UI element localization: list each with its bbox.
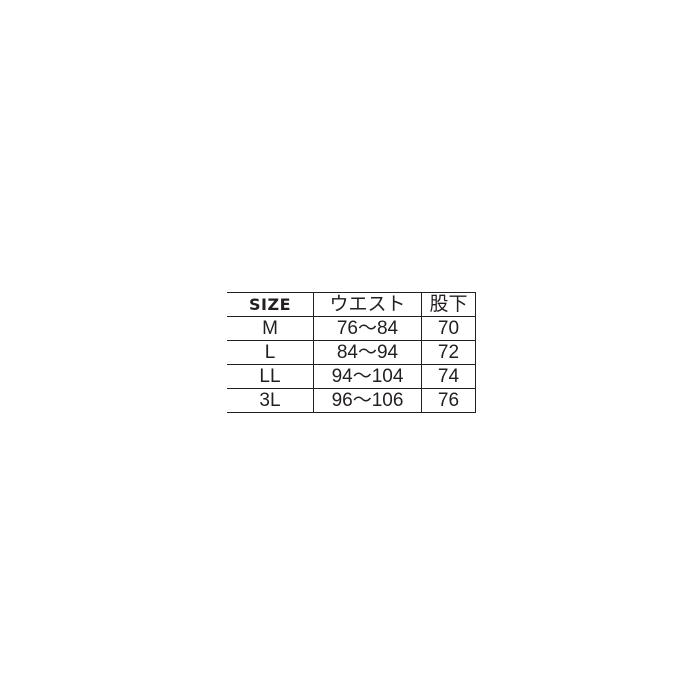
- inseam-cell: 74: [421, 364, 476, 389]
- inseam-cell: 72: [421, 340, 476, 365]
- table-row: 3L 96〜106 76: [227, 388, 476, 413]
- table-row: L 84〜94 72: [227, 340, 476, 365]
- inseam-cell: 70: [421, 316, 476, 341]
- inseam-cell: 76: [421, 388, 476, 413]
- size-cell: L: [227, 340, 314, 365]
- size-cell: LL: [227, 364, 314, 389]
- size-cell: 3L: [227, 388, 314, 413]
- waist-cell: 96〜106: [313, 388, 422, 413]
- header-size: SIZE: [227, 292, 314, 317]
- table-row: LL 94〜104 74: [227, 364, 476, 389]
- table-row: M 76〜84 70: [227, 316, 476, 341]
- header-waist: ウエスト: [313, 292, 422, 317]
- size-cell: M: [227, 316, 314, 341]
- waist-cell: 84〜94: [313, 340, 422, 365]
- waist-cell: 94〜104: [313, 364, 422, 389]
- header-inseam: 股下: [421, 292, 476, 317]
- table-header-row: SIZE ウエスト 股下: [227, 292, 476, 317]
- size-chart-table: SIZE ウエスト 股下 M 76〜84 70 L 84〜94 72 LL 94…: [227, 292, 476, 413]
- waist-cell: 76〜84: [313, 316, 422, 341]
